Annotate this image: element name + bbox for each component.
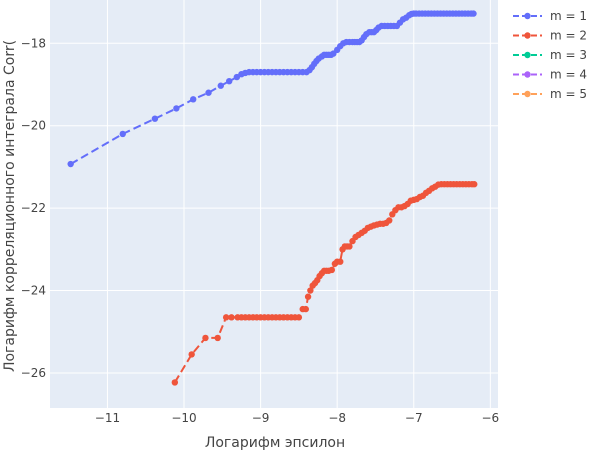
x-tick-label: −7: [405, 411, 423, 425]
y-axis-title: Логарифм корреляционного интеграла Corr(: [2, 40, 18, 372]
data-point: [228, 314, 235, 321]
x-tick-label: −9: [252, 411, 270, 425]
data-point: [119, 130, 126, 138]
x-tick-label: −8: [328, 411, 346, 425]
legend-marker: [524, 71, 531, 78]
legend-item[interactable]: m = 3: [513, 48, 587, 62]
x-tick-label: −10: [171, 411, 196, 425]
data-point: [67, 160, 74, 168]
data-point: [214, 334, 221, 342]
legend[interactable]: m = 1 m = 2 m = 3 m = 4 m = 5: [513, 9, 587, 101]
y-tick-label: −24: [21, 284, 46, 298]
data-point: [304, 293, 312, 300]
legend-item[interactable]: m = 4: [513, 68, 587, 82]
legend-label: m = 3: [550, 48, 587, 62]
data-point: [386, 217, 393, 224]
x-tick-labels: −11 −10 −9 −8 −7 −6: [95, 411, 499, 425]
data-point: [188, 351, 195, 358]
data-point: [202, 334, 209, 342]
data-point: [295, 314, 303, 321]
legend-marker: [524, 51, 531, 59]
legend-item[interactable]: m = 1: [513, 9, 587, 23]
legend-item[interactable]: m = 2: [513, 29, 587, 43]
x-tick-label: −6: [481, 411, 499, 425]
y-tick-labels: −18 −20 −22 −24 −26: [21, 36, 46, 380]
data-point: [190, 96, 197, 103]
y-tick-label: −26: [21, 366, 46, 380]
data-point: [470, 10, 477, 17]
x-tick-label: −11: [95, 411, 120, 425]
data-point: [307, 287, 314, 294]
legend-label: m = 1: [550, 9, 587, 23]
data-point: [328, 266, 336, 274]
data-point: [205, 89, 212, 96]
data-point: [302, 305, 309, 313]
series-layer: [67, 10, 478, 386]
data-point: [471, 181, 478, 188]
y-tick-label: −20: [21, 119, 46, 133]
plot-background: [50, 0, 498, 408]
data-point: [173, 105, 180, 112]
data-point: [346, 243, 353, 250]
data-point: [222, 314, 230, 321]
legend-item[interactable]: m = 5: [513, 87, 587, 101]
x-axis-title: Логарифм эпсилон: [205, 435, 345, 450]
data-point: [233, 73, 241, 81]
series-2: [171, 181, 478, 386]
legend-marker: [524, 12, 531, 20]
legend-label: m = 2: [550, 29, 587, 43]
series-1: [67, 10, 477, 168]
grid: [50, 0, 498, 408]
data-point: [337, 258, 344, 265]
data-point: [151, 115, 159, 122]
legend-label: m = 5: [550, 87, 587, 101]
data-point: [217, 82, 224, 89]
y-tick-label: −18: [21, 36, 46, 50]
legend-marker: [524, 32, 531, 39]
y-tick-label: −22: [21, 201, 46, 215]
data-point: [226, 77, 233, 85]
legend-marker: [524, 90, 531, 98]
legend-label: m = 4: [550, 68, 587, 82]
data-point: [171, 379, 179, 386]
